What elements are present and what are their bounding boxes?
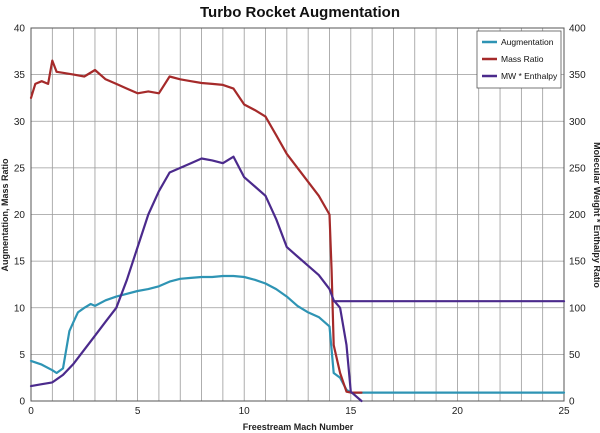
left-y-tick-label: 40 xyxy=(14,24,26,35)
series-line-mass-ratio xyxy=(29,59,363,394)
left-y-tick-label: 25 xyxy=(14,163,26,174)
x-tick-label: 0 xyxy=(28,406,34,417)
x-tick-label: 15 xyxy=(345,406,357,417)
left-y-tick-label: 15 xyxy=(14,257,26,268)
left-y-tick-label: 0 xyxy=(19,397,25,408)
right-y-tick-label: 200 xyxy=(569,210,586,221)
legend-entry: MW * Enthalpy xyxy=(501,71,558,81)
left-y-tick-label: 35 xyxy=(14,70,26,81)
right-y-tick-label: 100 xyxy=(569,303,586,314)
series-line-mw-enthalpy xyxy=(29,155,363,403)
legend-entry: Mass Ratio xyxy=(501,54,544,64)
chart-title: Turbo Rocket Augmentation xyxy=(200,4,400,21)
plot-area-frame xyxy=(30,27,565,402)
x-axis-ticks: 0 5 10 15 20 25 xyxy=(28,406,570,417)
legend-entry: Augmentation xyxy=(501,37,554,47)
series-line-augmentation xyxy=(29,274,566,394)
right-y-tick-label: 400 xyxy=(569,24,586,35)
right-y-tick-label: 0 xyxy=(569,397,575,408)
right-y-axis-label: Molecular Weight * Enthalpy Ratio xyxy=(592,142,600,288)
series-lines xyxy=(29,59,566,403)
legend: Augmentation Mass Ratio MW * Enthalpy xyxy=(476,30,562,89)
x-tick-label: 10 xyxy=(239,406,251,417)
x-tick-label: 20 xyxy=(452,406,464,417)
x-tick-label: 25 xyxy=(558,406,570,417)
right-y-tick-label: 350 xyxy=(569,70,586,81)
left-y-tick-label: 5 xyxy=(19,350,25,361)
left-y-axis-label: Augmentation, Mass Ratio xyxy=(0,158,10,272)
x-axis-label: Freestream Mach Number xyxy=(243,422,354,432)
right-y-axis-ticks: 0 50 100 150 200 250 300 350 400 xyxy=(569,24,586,408)
left-y-tick-label: 30 xyxy=(14,117,26,128)
left-y-axis-ticks: 0 5 10 15 20 25 30 35 40 xyxy=(14,24,26,408)
right-y-tick-label: 250 xyxy=(569,163,586,174)
left-y-tick-label: 20 xyxy=(14,210,26,221)
right-y-tick-label: 50 xyxy=(569,350,581,361)
x-tick-label: 5 xyxy=(135,406,141,417)
left-y-tick-label: 10 xyxy=(14,303,26,314)
right-y-tick-label: 300 xyxy=(569,117,586,128)
right-y-tick-label: 150 xyxy=(569,257,586,268)
